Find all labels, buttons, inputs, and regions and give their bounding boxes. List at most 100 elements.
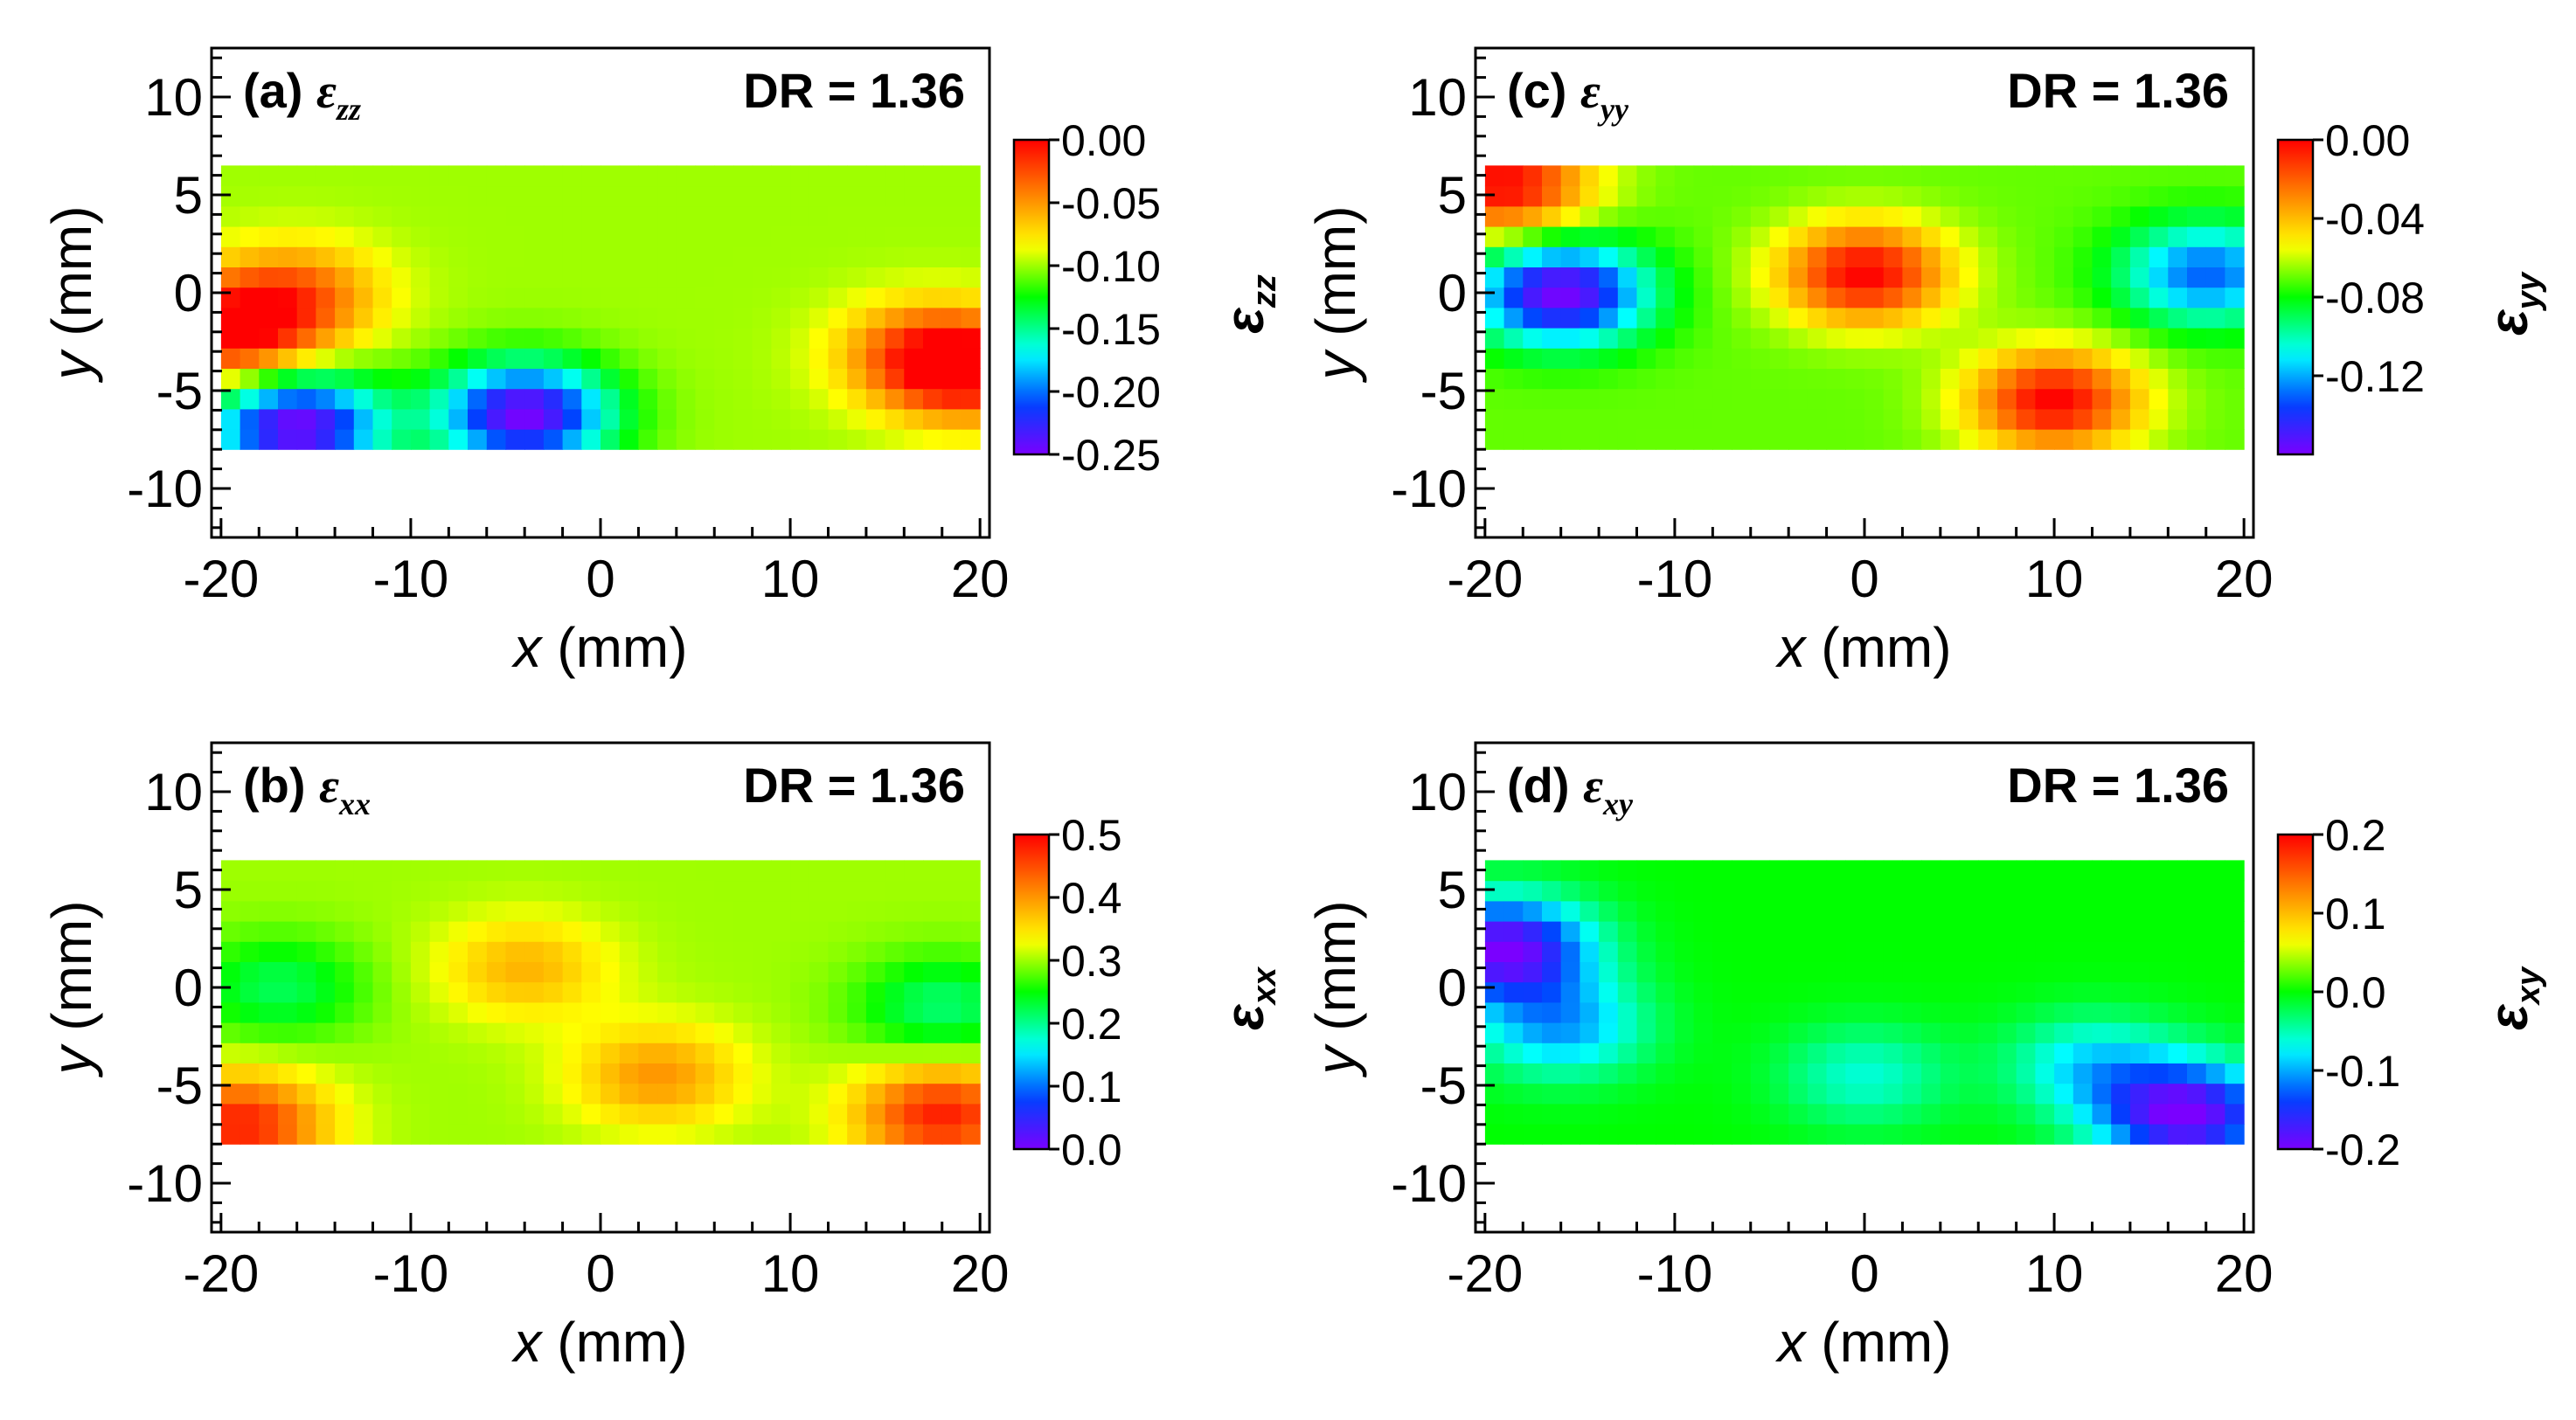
heatmap-cell — [657, 880, 677, 902]
y-axis-unit: (mm) — [40, 205, 103, 351]
heatmap-cell — [733, 205, 753, 227]
heatmap-cell — [2016, 1042, 2036, 1063]
heatmap-cell — [1978, 1124, 1998, 1145]
heatmap-cell — [1959, 1103, 1979, 1125]
heatmap-cell — [1883, 981, 1903, 1003]
heatmap-cell — [505, 1103, 525, 1125]
heatmap-cell — [1503, 388, 1524, 410]
heatmap-cell — [790, 860, 810, 882]
heatmap-cell — [1902, 429, 1922, 450]
heatmap-cell — [2054, 1083, 2074, 1105]
heatmap-cell — [240, 388, 260, 410]
heatmap-cell — [638, 1042, 658, 1063]
heatmap-cell — [1712, 226, 1732, 247]
heatmap-cell — [1484, 961, 1505, 983]
heatmap-cell — [1807, 246, 1828, 267]
heatmap-cell — [2016, 880, 2036, 902]
heatmap-cell — [2129, 246, 2150, 267]
heatmap-cell — [1617, 165, 1638, 187]
heatmap-cell — [638, 1083, 658, 1105]
heatmap-cell — [1769, 226, 1789, 247]
heatmap-cell — [1693, 368, 1713, 390]
colorbar-tick-label: -0.25 — [1061, 431, 1161, 480]
heatmap-cell — [1674, 287, 1695, 308]
panel-label: (b) εxx — [243, 758, 371, 821]
heatmap-cell — [1864, 348, 1885, 369]
heatmap-cell — [1769, 307, 1789, 329]
heatmap-cell — [752, 921, 772, 942]
heatmap-cell — [296, 1083, 316, 1105]
heatmap-cell — [448, 981, 469, 1003]
heatmap-cell — [468, 287, 488, 308]
x-axis-title: x (mm) — [510, 616, 687, 679]
heatmap-cell — [2111, 267, 2131, 288]
heatmap-cell — [562, 205, 582, 227]
heatmap-cell — [638, 348, 658, 369]
heatmap-cell — [676, 226, 697, 247]
heatmap-cell — [2205, 267, 2225, 288]
heatmap-cell — [296, 880, 316, 902]
heatmap-cell — [885, 287, 905, 308]
heatmap-cell — [2225, 368, 2245, 390]
heatmap-cell — [2149, 1042, 2169, 1063]
heatmap-cell — [1523, 185, 1543, 207]
heatmap-cell — [278, 307, 298, 329]
heatmap-cell — [392, 941, 412, 962]
heatmap-cell — [543, 165, 564, 187]
heatmap-cell — [885, 429, 905, 450]
heatmap-cell — [657, 388, 677, 410]
heatmap-cell — [392, 900, 412, 922]
heatmap-cell — [790, 165, 810, 187]
heatmap-cell — [429, 429, 449, 450]
heatmap-cell — [1750, 1103, 1771, 1125]
heatmap-cell — [392, 1124, 412, 1145]
heatmap-cell — [695, 408, 715, 430]
heatmap-cell — [1864, 307, 1885, 329]
heatmap-cell — [2168, 368, 2188, 390]
heatmap-cell — [2205, 226, 2225, 247]
heatmap-cell — [1560, 1022, 1580, 1043]
heatmap-cell — [1693, 287, 1713, 308]
heatmap-cell — [2129, 1103, 2150, 1125]
heatmap-cell — [468, 1083, 488, 1105]
heatmap-cell — [2129, 1001, 2150, 1023]
heatmap-cell — [923, 1124, 943, 1145]
heatmap-cell — [2016, 246, 2036, 267]
heatmap-cell — [1674, 1063, 1695, 1084]
heatmap-cell — [505, 961, 525, 983]
heatmap-cell — [1750, 1063, 1771, 1084]
heatmap-cell — [410, 408, 431, 430]
heatmap-cell — [2205, 388, 2225, 410]
heatmap-cell — [790, 267, 810, 288]
heatmap-cell — [733, 941, 753, 962]
heatmap-cell — [657, 1042, 677, 1063]
heatmap-cell — [695, 185, 715, 207]
heatmap-cell — [562, 1083, 582, 1105]
heatmap-cell — [923, 246, 943, 267]
heatmap-cell — [581, 880, 601, 902]
heatmap-cell — [2111, 880, 2131, 902]
heatmap-cell — [847, 185, 867, 207]
heatmap-cell — [486, 961, 507, 983]
heatmap-cell — [1940, 941, 1961, 962]
x-tick-label: 20 — [951, 550, 1010, 608]
heatmap-cell — [657, 165, 677, 187]
panel-letter: (b) — [243, 758, 319, 813]
x-tick-label: 0 — [1850, 1244, 1878, 1303]
heatmap-cell — [638, 1001, 658, 1023]
heatmap-cell — [865, 1083, 886, 1105]
heatmap-cell — [1978, 1022, 1998, 1043]
heatmap-cell — [2073, 1022, 2093, 1043]
heatmap-cell — [771, 1022, 791, 1043]
heatmap-cell — [733, 287, 753, 308]
heatmap-cell — [1656, 205, 1676, 227]
y-tick-label: 0 — [1438, 959, 1467, 1017]
colorbar-subscript: yy — [2510, 271, 2547, 311]
heatmap-cell — [581, 287, 601, 308]
heatmap-cell — [1599, 961, 1619, 983]
heatmap-cell — [2187, 1124, 2207, 1145]
heatmap-cell — [1959, 860, 1979, 882]
heatmap-cell — [923, 981, 943, 1003]
heatmap-cell — [1845, 1103, 1865, 1125]
heatmap-cell — [657, 941, 677, 962]
